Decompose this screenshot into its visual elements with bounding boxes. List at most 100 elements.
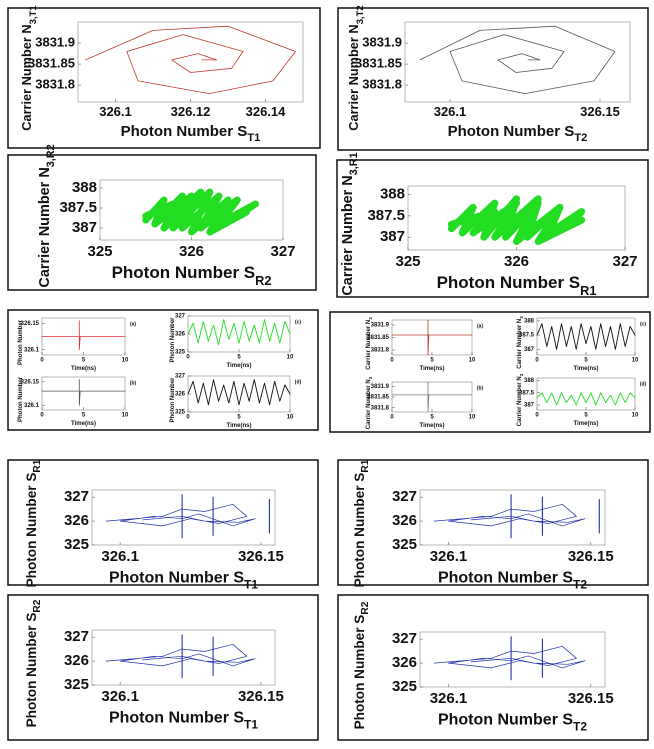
x-tick-label: 0 xyxy=(390,357,394,363)
x-axis-label: Time(ns) xyxy=(227,363,252,369)
panel-label: (c) xyxy=(295,319,301,325)
label-subscript: R1 xyxy=(360,459,371,472)
label-subscript: 3 xyxy=(368,376,373,379)
x-tick-label: 326.1 xyxy=(434,104,467,119)
data-line xyxy=(105,643,256,667)
label-subscript: T1 xyxy=(244,578,258,592)
label-text: Photon Number S xyxy=(24,613,39,728)
panel-box xyxy=(7,594,319,741)
plot-frame xyxy=(91,629,276,686)
y-tick-label: 327 xyxy=(175,374,186,380)
x-tick-label: 326.1 xyxy=(430,548,468,565)
y-tick-label: 3831.9 xyxy=(362,34,402,49)
y-tick-label: 327 xyxy=(64,628,89,645)
label-text: Time(ns) xyxy=(71,421,96,427)
y-tick-label: 3831.85 xyxy=(367,395,389,401)
y-tick-label: 387 xyxy=(72,219,97,236)
y-tick-label: 3831.8 xyxy=(362,77,402,92)
label-text: Photon Number S xyxy=(352,473,367,588)
label-text: Photon Number xyxy=(18,319,24,365)
x-tick-label: 0 xyxy=(535,357,539,363)
x-tick-label: 10 xyxy=(469,414,476,420)
label-text: Carrier Number N xyxy=(37,167,53,287)
y-tick-label: 3831.8 xyxy=(371,348,390,354)
data-line xyxy=(187,319,291,346)
x-axis-label: Time(ns) xyxy=(71,366,96,372)
x-tick-label: 0 xyxy=(40,412,44,418)
panel-label: (a) xyxy=(477,323,483,329)
label-subscript: T1 xyxy=(247,132,260,144)
x-tick-label: 326.15 xyxy=(238,688,284,705)
x-tick-label: 5 xyxy=(237,414,241,420)
plot-frame xyxy=(419,631,606,688)
y-axis-label: Carrier Number N3 xyxy=(517,373,524,426)
x-tick-label: 10 xyxy=(632,357,639,363)
label-subscript: R1 xyxy=(32,459,43,472)
label-text: Photon Number S xyxy=(109,570,244,587)
label-subscript: 3 xyxy=(368,317,373,320)
y-tick-label: 387.5 xyxy=(59,199,97,216)
x-axis-label: Photon Number SR2 xyxy=(112,264,272,288)
data-line xyxy=(187,379,291,406)
y-tick-label: 3831.9 xyxy=(371,384,390,390)
plot-frame xyxy=(419,489,606,546)
label-subscript: T1 xyxy=(244,718,258,732)
label-text: Carrier Number N xyxy=(366,379,372,429)
x-axis-label: Time(ns) xyxy=(574,366,599,372)
x-axis-label: Time(ns) xyxy=(71,421,96,427)
y-tick-label: 387.5 xyxy=(367,207,405,224)
y-tick-label: 326.15 xyxy=(21,321,40,327)
x-axis-label: Time(ns) xyxy=(574,421,599,427)
label-text: Photon Number xyxy=(18,376,24,422)
label-subscript: 3,R2 xyxy=(45,144,57,167)
x-tick-label: 5 xyxy=(430,414,434,420)
x-tick-label: 326.1 xyxy=(99,104,132,119)
panel-label: (d) xyxy=(640,381,647,387)
y-axis-label: Photon Number SR2 xyxy=(24,599,44,727)
data-line xyxy=(41,320,126,351)
y-axis-label: Carrier Number N3 xyxy=(366,376,373,429)
panel-box xyxy=(7,7,321,149)
x-tick-label: 326.12 xyxy=(171,104,211,119)
y-axis-label: Carrier Number N3 xyxy=(366,317,373,370)
y-tick-label: 3831.85 xyxy=(367,335,389,341)
x-tick-label: 326.15 xyxy=(580,104,620,119)
label-text: Photon Number S xyxy=(448,123,575,140)
x-tick-label: 326.1 xyxy=(101,548,139,565)
label-subscript: 3,R1 xyxy=(348,152,360,175)
x-tick-label: 0 xyxy=(390,414,394,420)
y-tick-label: 325 xyxy=(392,536,417,553)
x-axis-label: Photon Number SR1 xyxy=(437,274,597,298)
x-tick-label: 0 xyxy=(186,414,190,420)
panel-label: (b) xyxy=(130,380,137,386)
y-tick-label: 3831.9 xyxy=(371,323,390,329)
y-axis-label: Carrier Number N3 xyxy=(517,316,524,369)
label-text: Time(ns) xyxy=(420,366,445,372)
x-tick-label: 326 xyxy=(504,253,529,270)
panel-box xyxy=(7,154,317,291)
y-tick-label: 325 xyxy=(64,536,89,553)
y-tick-label: 326.1 xyxy=(24,347,40,353)
y-tick-label: 326 xyxy=(64,652,89,669)
y-axis-label: Photon Number xyxy=(18,376,24,422)
y-tick-label: 326.1 xyxy=(24,403,40,409)
y-tick-label: 388 xyxy=(72,179,97,196)
y-tick-label: 387.5 xyxy=(519,390,535,396)
label-text: Photon Number S xyxy=(438,570,573,587)
label-subscript: R2 xyxy=(255,273,271,288)
y-tick-label: 327 xyxy=(175,314,186,320)
label-text: Time(ns) xyxy=(420,423,445,429)
y-tick-label: 3831.8 xyxy=(371,405,390,411)
panel-box xyxy=(7,309,319,431)
data-line xyxy=(536,392,636,406)
panel-box xyxy=(336,159,649,298)
label-text: Carrier Number N xyxy=(340,175,356,295)
x-tick-label: 10 xyxy=(287,414,294,420)
data-line xyxy=(433,503,586,527)
y-tick-label: 326 xyxy=(392,654,417,671)
plot-frame xyxy=(391,381,473,413)
panel-label: (a) xyxy=(130,321,136,327)
x-tick-label: 10 xyxy=(122,357,129,363)
y-tick-label: 325 xyxy=(392,678,417,695)
label-subscript: T2 xyxy=(573,578,587,592)
